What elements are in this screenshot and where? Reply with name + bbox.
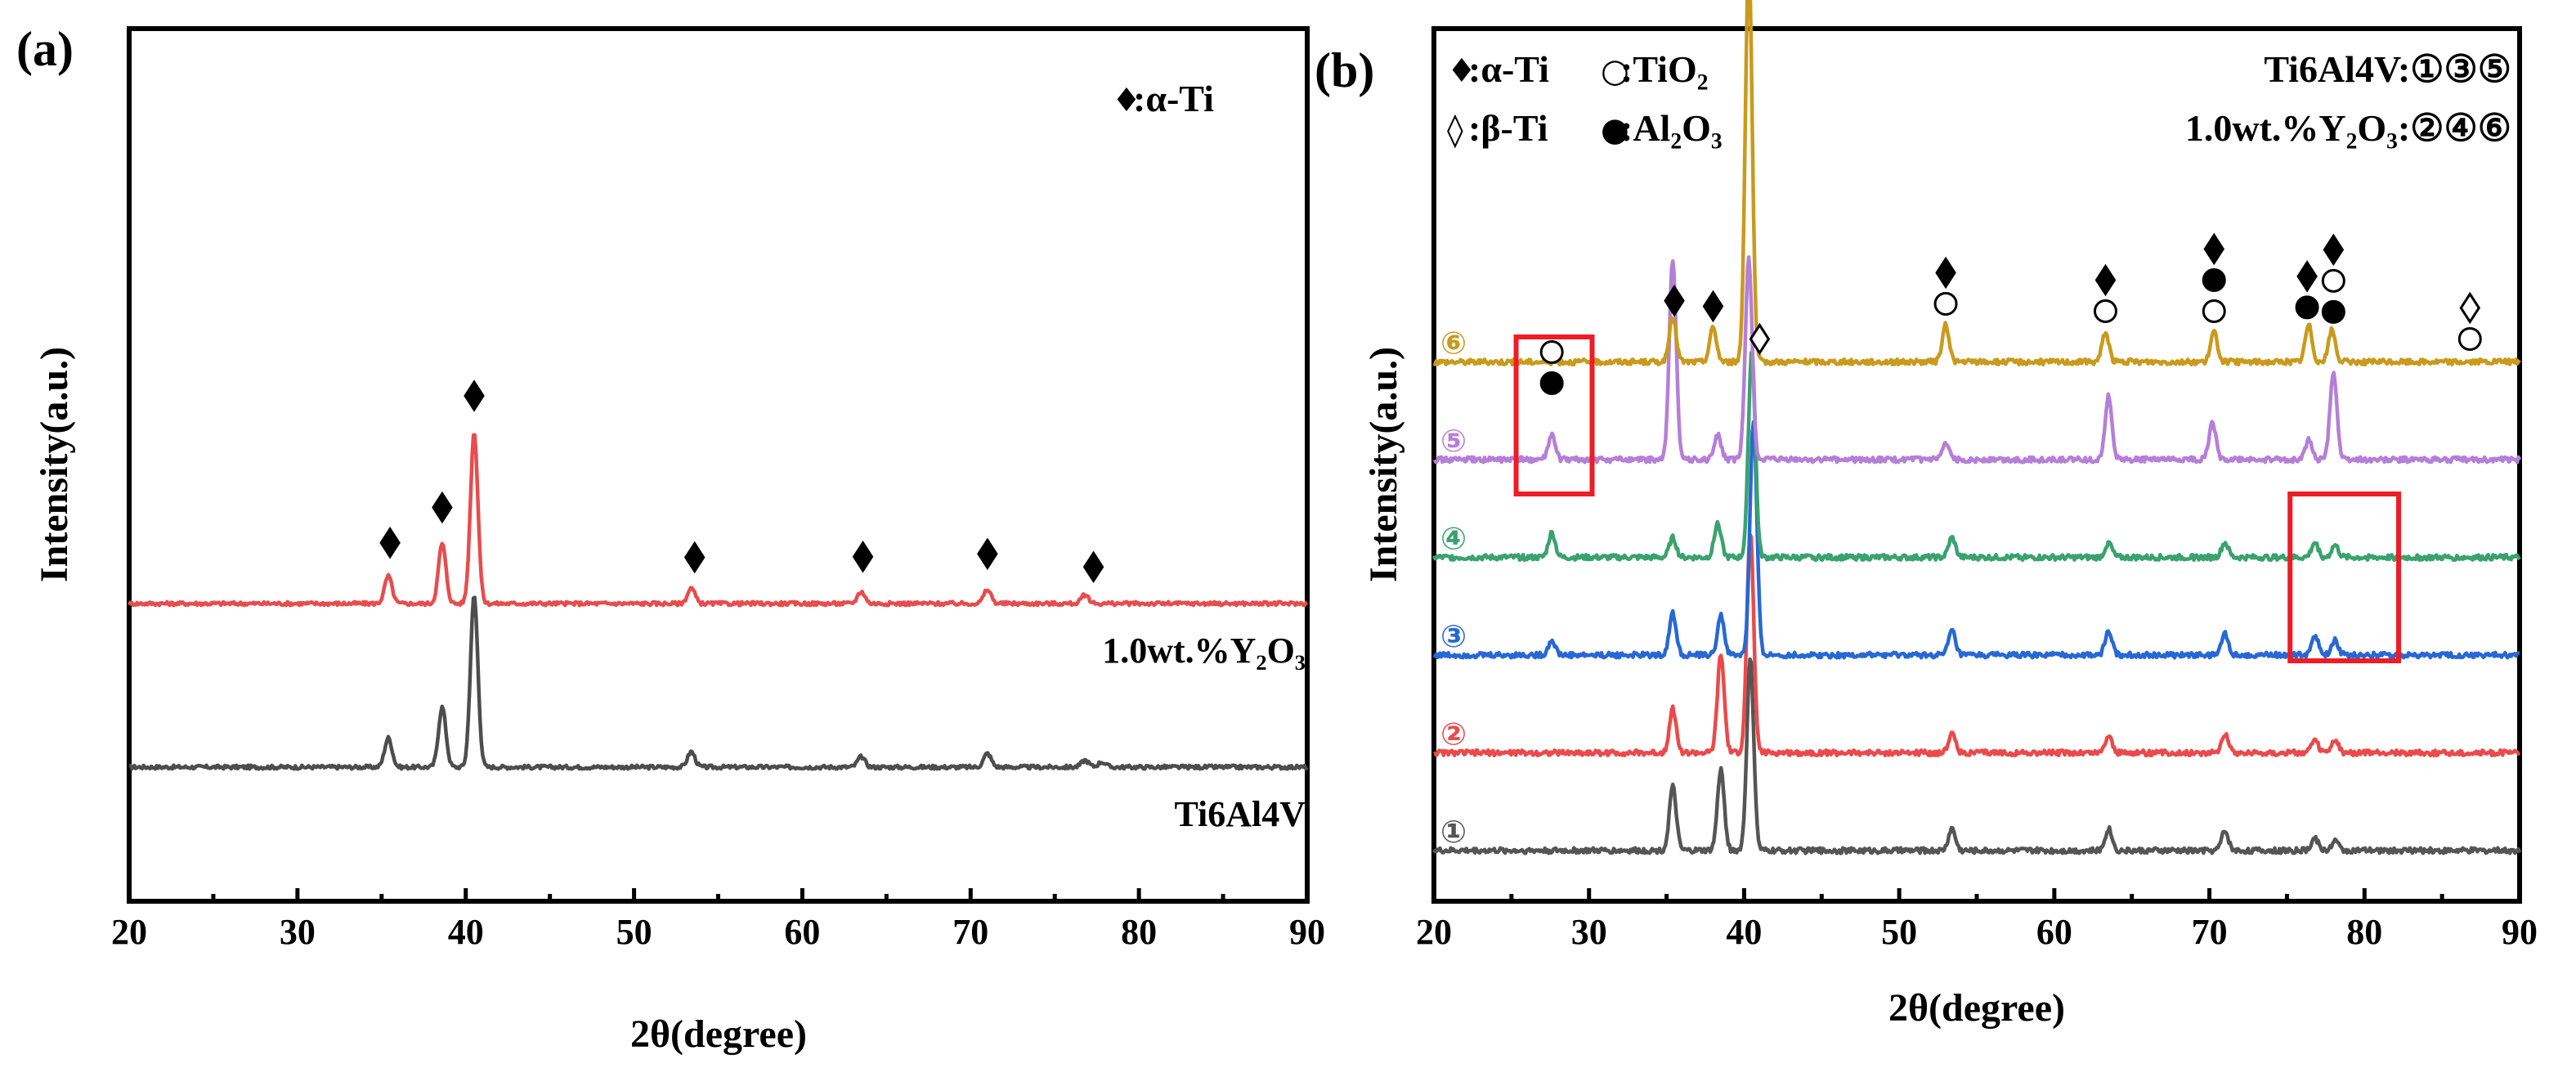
panel-a-legend: ♦ :α-Ti <box>1112 78 1214 119</box>
panel-b-legend: ♦ :α-Ti ○ :TiO₂ ◊ :β-Ti ● :Al₂O₃ <box>1447 48 1723 149</box>
series-label-ti6al4v: Ti6Al4V <box>1174 794 1306 834</box>
alpha-ti-marker <box>1702 290 1724 323</box>
highlight-box-left <box>1513 334 1595 496</box>
alpha-ti-marker <box>432 491 453 524</box>
panel-a-traces <box>127 433 1309 771</box>
alpha-ti-marker <box>852 540 874 573</box>
legend-tio2-text: :TiO₂ <box>1620 48 1709 90</box>
x-tick-label: 50 <box>1881 912 1917 952</box>
alpha-ti-marker <box>464 379 485 412</box>
trace-3 <box>1432 420 2520 660</box>
tio2-marker <box>2321 268 2345 293</box>
series-label-y2o3: 1.0wt.%Y₂O₃ <box>1102 631 1306 671</box>
alpha-ti-marker <box>1082 550 1104 583</box>
panel-b-traces <box>1431 0 2522 855</box>
tio2-marker <box>1933 292 1958 316</box>
trace-ti6al4v <box>128 595 1309 771</box>
panel-a-label: (a) <box>16 22 74 76</box>
tio2-marker <box>1539 340 1564 364</box>
alpha-ti-marker <box>1935 256 1956 290</box>
legend-beta-ti-symbol: ◊ <box>1447 111 1463 149</box>
series-marker-2: ② <box>1440 716 1467 752</box>
tio2-marker <box>2202 299 2226 323</box>
panel-a-frame <box>127 26 1310 904</box>
al2o3-marker <box>1539 371 1564 395</box>
alpha-ti-marker <box>2094 263 2117 297</box>
trace-5 <box>1432 255 2522 465</box>
al2o3-marker <box>2321 299 2345 324</box>
x-tick-label: 50 <box>616 912 652 952</box>
panel-b-x-axis-label: 2θ(degree) <box>1888 986 2065 1030</box>
trace-2 <box>1433 532 2521 758</box>
tio2-marker <box>2457 327 2482 351</box>
alpha-ti-marker <box>977 537 998 570</box>
x-tick-label: 80 <box>1121 912 1157 952</box>
panel-a-y-axis-label: Intensity(a.u.) <box>33 347 76 582</box>
beta-ti-marker <box>2459 291 2481 325</box>
series-marker-4: ④ <box>1440 521 1467 557</box>
legend-alpha-ti-text: :α-Ti <box>1133 78 1214 119</box>
x-tick-label: 90 <box>2502 912 2538 952</box>
series-marker-3: ③ <box>1440 618 1467 654</box>
highlight-box-right <box>2287 492 2402 663</box>
x-tick-label: 40 <box>448 912 484 952</box>
alpha-ti-marker <box>683 541 706 574</box>
x-tick-label: 80 <box>2346 912 2382 952</box>
x-tick-label: 90 <box>1289 912 1325 952</box>
x-tick-label: 60 <box>784 912 820 952</box>
panel-b-label: (b) <box>1315 43 1374 97</box>
panel-a-x-axis: 20 30 40 50 60 70 80 90 <box>111 888 1325 952</box>
x-tick-label: 60 <box>2036 912 2072 952</box>
trace-1 <box>1432 657 2522 855</box>
tio2-marker <box>2093 299 2117 323</box>
legend-alpha-ti-symbol: ♦ <box>1112 82 1141 119</box>
series-marker-6: ⑥ <box>1440 325 1467 361</box>
x-tick-label: 20 <box>1416 912 1452 952</box>
x-tick-label: 20 <box>111 912 147 952</box>
panel-b: (b) 20 30 40 50 60 70 80 90 ① ② ③ ④ ⑤ ⑥ 2θ(degree) I… <box>1315 0 2538 1030</box>
panel-b-x-axis: 20 30 40 50 60 70 80 90 <box>1416 888 2538 952</box>
legend-beta-ti-text: :β-Ti <box>1468 107 1548 149</box>
legend-al2o3-symbol: ● <box>1601 111 1629 149</box>
legend-tio2-symbol: ○ <box>1601 52 1629 90</box>
series-marker-1: ① <box>1440 814 1467 850</box>
alpha-ti-marker <box>2296 260 2318 293</box>
alpha-ti-marker <box>379 526 401 559</box>
panel-b-frame <box>1431 26 2522 904</box>
panel-a-annotations <box>379 379 1104 583</box>
panel-a: (a) 20 30 40 50 60 70 80 90 2θ(degree) Intensit… <box>16 22 1325 1056</box>
panel-b-group-legend: Ti6Al4V:①③⑤ 1.0wt.%Y₂O₃:②④⑥ <box>2185 48 2511 149</box>
panel-b-series-markers: ① ② ③ ④ ⑤ ⑥ <box>1440 325 1467 851</box>
legend-alpha-ti-symbol: ♦ <box>1447 52 1476 90</box>
x-tick-label: 40 <box>1726 912 1762 952</box>
series-marker-5: ⑤ <box>1440 423 1467 459</box>
panel-b-annotations <box>1539 232 2482 395</box>
group-legend-ti6al4v: Ti6Al4V:①③⑤ <box>2264 48 2511 90</box>
x-tick-label: 70 <box>2192 912 2228 952</box>
al2o3-marker <box>2295 295 2319 320</box>
legend-alpha-ti-text: :α-Ti <box>1468 48 1549 90</box>
alpha-ti-marker <box>1664 285 1685 317</box>
group-legend-y2o3: 1.0wt.%Y₂O₃:②④⑥ <box>2185 107 2511 149</box>
x-tick-label: 30 <box>280 912 316 952</box>
panel-b-y-axis-label: Intensity(a.u.) <box>1362 347 1405 582</box>
trace-y2o3 <box>127 433 1309 608</box>
trace-4 <box>1431 350 2521 563</box>
beta-ti-marker <box>1749 322 1771 356</box>
panel-b-highlight-boxes <box>1513 334 2402 663</box>
x-tick-label: 30 <box>1571 912 1607 952</box>
al2o3-marker <box>2202 268 2226 292</box>
alpha-ti-marker <box>2203 232 2225 266</box>
trace-6 <box>1432 0 2521 367</box>
panel-a-x-axis-label: 2θ(degree) <box>630 1012 807 1056</box>
alpha-ti-marker <box>2323 233 2345 267</box>
legend-al2o3-text: :Al₂O₃ <box>1620 107 1723 149</box>
x-tick-label: 70 <box>952 912 988 952</box>
